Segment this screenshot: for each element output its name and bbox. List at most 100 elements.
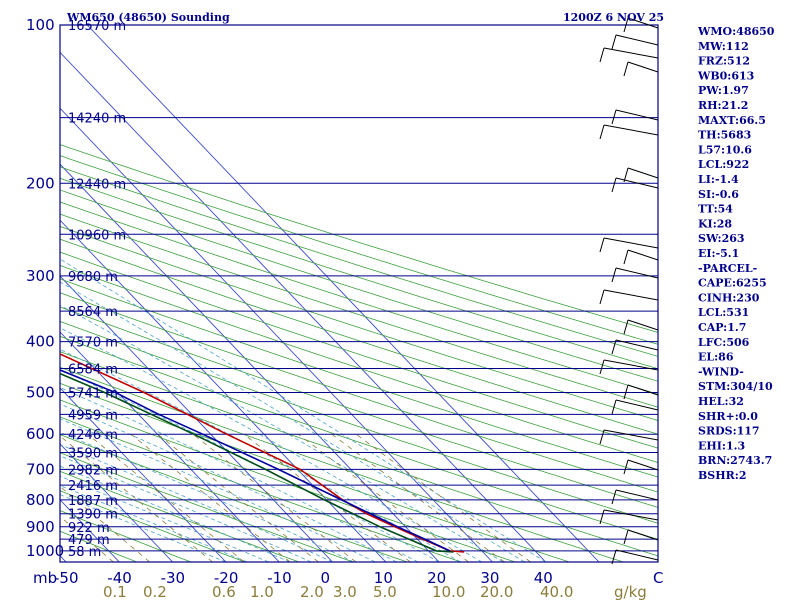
wind-barb bbox=[611, 267, 659, 283]
wind-barb bbox=[599, 429, 659, 445]
wind-barb bbox=[599, 124, 659, 140]
wind-barb bbox=[623, 167, 659, 183]
index-label: SI:-0.6 bbox=[698, 188, 739, 201]
pressure-tick-label: 400 bbox=[26, 333, 55, 351]
index-label: BRN:2743.7 bbox=[698, 454, 772, 467]
wind-barb-flag bbox=[611, 177, 617, 193]
mixing-ratio-line bbox=[157, 433, 319, 562]
wind-barb-flag bbox=[599, 237, 605, 253]
wind-barb bbox=[599, 47, 659, 63]
moist-adiabat-line bbox=[60, 368, 440, 562]
temperature-tick-label: 20 bbox=[427, 569, 446, 587]
wind-barb bbox=[599, 509, 659, 525]
wind-barb bbox=[599, 359, 659, 375]
wind-barb-flag bbox=[623, 249, 629, 265]
pressure-tick-label: 100 bbox=[26, 16, 55, 34]
height-label: 10960 m bbox=[68, 228, 126, 243]
index-label: STM:304/10 bbox=[698, 380, 773, 393]
pressure-tick-label: 1000 bbox=[26, 542, 64, 560]
pressure-tick-label: 700 bbox=[26, 460, 55, 478]
dry-adiabat-line bbox=[60, 351, 658, 557]
moist-adiabat-line bbox=[60, 387, 418, 562]
dry-adiabat-line bbox=[60, 416, 462, 562]
station-title: WM650 (48650) Sounding bbox=[66, 11, 230, 24]
height-label: 5741 m bbox=[68, 387, 118, 402]
index-label: -PARCEL- bbox=[698, 262, 757, 275]
wind-barb-flag bbox=[623, 529, 629, 545]
index-label: L57:10.6 bbox=[698, 143, 752, 156]
dry-adiabat-line bbox=[60, 166, 658, 357]
height-label: 7570 m bbox=[68, 336, 118, 351]
moist-adiabat-line bbox=[60, 494, 227, 562]
pressure-tick-label: 900 bbox=[26, 518, 55, 536]
wind-barb bbox=[611, 549, 659, 565]
moist-adiabat-line bbox=[60, 258, 546, 562]
dry-adiabat-line bbox=[60, 251, 658, 449]
wind-barb-flag bbox=[623, 459, 629, 475]
plot-area bbox=[0, 25, 658, 562]
moist-adiabat-line bbox=[60, 475, 269, 562]
moist-adiabat-line bbox=[60, 304, 504, 562]
mixing-ratio-label: 0.2 bbox=[143, 583, 167, 600]
height-label: 479 m bbox=[68, 533, 110, 548]
temperature-tick-label: -10 bbox=[267, 569, 292, 587]
wind-barb-flag bbox=[611, 339, 617, 355]
moist-adiabat-line bbox=[60, 444, 333, 562]
isotherm-line bbox=[60, 163, 440, 562]
isobar-lines bbox=[59, 24, 659, 563]
isotherm-line bbox=[60, 275, 333, 562]
index-label: LFC:506 bbox=[698, 336, 750, 349]
index-label: LCL:531 bbox=[698, 306, 749, 319]
wind-barb-flag bbox=[599, 359, 605, 375]
mixing-ratio-line bbox=[331, 433, 505, 562]
wind-barb-shaft bbox=[603, 359, 659, 371]
wind-barb-shaft bbox=[627, 459, 659, 471]
dry-adiabat-line bbox=[60, 201, 658, 395]
wind-barb-shaft bbox=[603, 47, 659, 59]
wind-barb-flag bbox=[611, 489, 617, 505]
wind-barb-shaft bbox=[615, 34, 659, 46]
mixing-ratio-unit-label: g/kg bbox=[614, 583, 647, 600]
index-label: MW:112 bbox=[698, 40, 749, 53]
wind-barbs bbox=[599, 17, 659, 565]
plot-frame bbox=[59, 24, 659, 563]
dry-adiabat-line bbox=[60, 292, 658, 493]
index-label: SRDS:117 bbox=[698, 425, 760, 438]
index-label: LI:-1.4 bbox=[698, 173, 739, 186]
dry-adiabat-line bbox=[60, 490, 245, 562]
wind-barb-shaft bbox=[615, 399, 659, 411]
dry-adiabat-line bbox=[60, 213, 658, 408]
wind-barb-flag bbox=[623, 17, 629, 33]
dewpoint-line bbox=[60, 372, 454, 553]
wind-barb bbox=[611, 34, 659, 50]
wind-barb-flag bbox=[611, 549, 617, 565]
wind-barb-flag bbox=[599, 509, 605, 525]
wind-barb-shaft bbox=[627, 319, 659, 331]
dry-adiabat-line bbox=[60, 177, 658, 370]
wind-barb-shaft bbox=[603, 289, 659, 301]
index-label: CAP:1.7 bbox=[698, 321, 746, 334]
mixing-ratio-label: 40.0 bbox=[540, 583, 573, 600]
index-label: KI:28 bbox=[698, 217, 732, 230]
index-label: WMO:48650 bbox=[697, 25, 775, 38]
wind-barb bbox=[611, 339, 659, 355]
height-label: 8564 m bbox=[68, 305, 118, 320]
chart-grid bbox=[0, 25, 658, 562]
dry-adiabat-line bbox=[60, 278, 658, 478]
isotherm-line bbox=[0, 25, 13, 562]
wind-barb-shaft bbox=[627, 529, 659, 541]
wind-barb-shaft bbox=[627, 61, 659, 73]
dry-adiabat-line bbox=[60, 155, 658, 345]
wind-barb bbox=[623, 459, 659, 475]
wind-barb bbox=[623, 384, 659, 400]
wind-barb-shaft bbox=[615, 549, 659, 561]
wind-barb-shaft bbox=[615, 339, 659, 351]
dry-adiabat-line bbox=[60, 335, 658, 540]
dry-adiabat-line bbox=[60, 399, 516, 562]
height-label: 3590 m bbox=[68, 446, 118, 461]
dry-adiabat-line bbox=[60, 470, 300, 562]
dry-adiabat-line bbox=[60, 434, 408, 562]
